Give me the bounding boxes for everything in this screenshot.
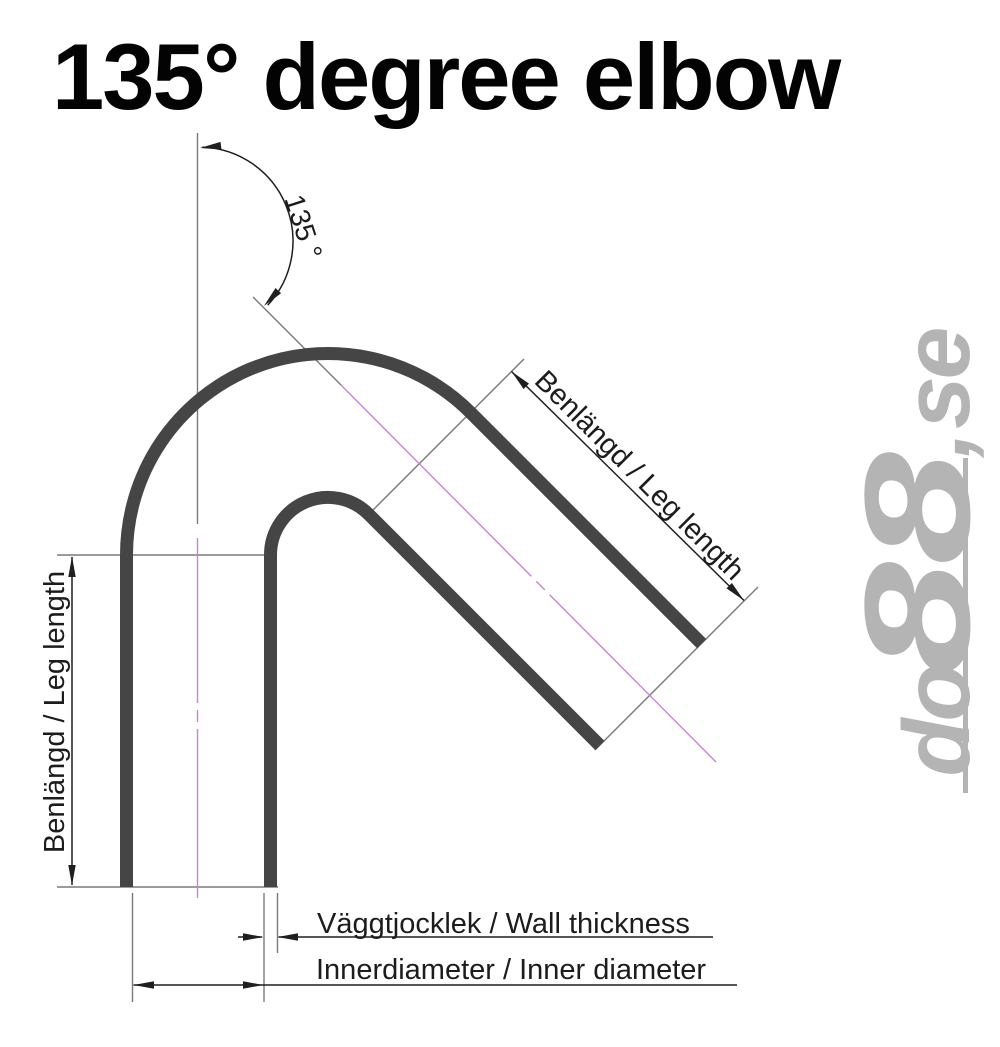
dimension-line-diagonal-leg <box>510 370 745 602</box>
watermark-underline <box>963 458 968 793</box>
arrow-diagonal-bottom <box>726 583 744 601</box>
page-title: 135° degree elbow <box>52 24 841 129</box>
diagonal-end-face-line <box>594 586 759 751</box>
left-leg-length-label: Benlängd / Leg length <box>39 570 71 854</box>
arrow-arc-bottom <box>264 288 282 306</box>
do88-watermark-logo: do 88 , se <box>833 298 1000 808</box>
watermark-number: 88 <box>833 455 1000 675</box>
diagonal-reference-line <box>252 296 342 386</box>
tube-outer-wall <box>120 347 707 887</box>
wall-thickness-label: Väggtjocklek / Wall thickness <box>317 908 690 940</box>
angle-dimension-arc <box>202 146 294 306</box>
tube-inner-wall <box>263 490 605 887</box>
arrow-inner-diameter-left <box>133 981 154 989</box>
arrow-inner-diameter-right <box>243 981 264 989</box>
bend-end-tangent-line <box>369 358 525 514</box>
arrow-wall-thickness-left <box>243 933 264 941</box>
arrow-leg-top <box>68 556 76 577</box>
watermark-suffix: se <box>884 329 990 430</box>
arrow-wall-thickness-right <box>277 933 298 941</box>
arrow-arc-top <box>200 141 222 150</box>
inner-diameter-label: Innerdiameter / Inner diameter <box>316 954 707 986</box>
watermark-prefix: do <box>884 666 990 777</box>
arrow-leg-bottom <box>68 865 76 886</box>
centerline-diagonal-leg <box>340 384 717 763</box>
arrow-diagonal-top <box>511 371 529 389</box>
